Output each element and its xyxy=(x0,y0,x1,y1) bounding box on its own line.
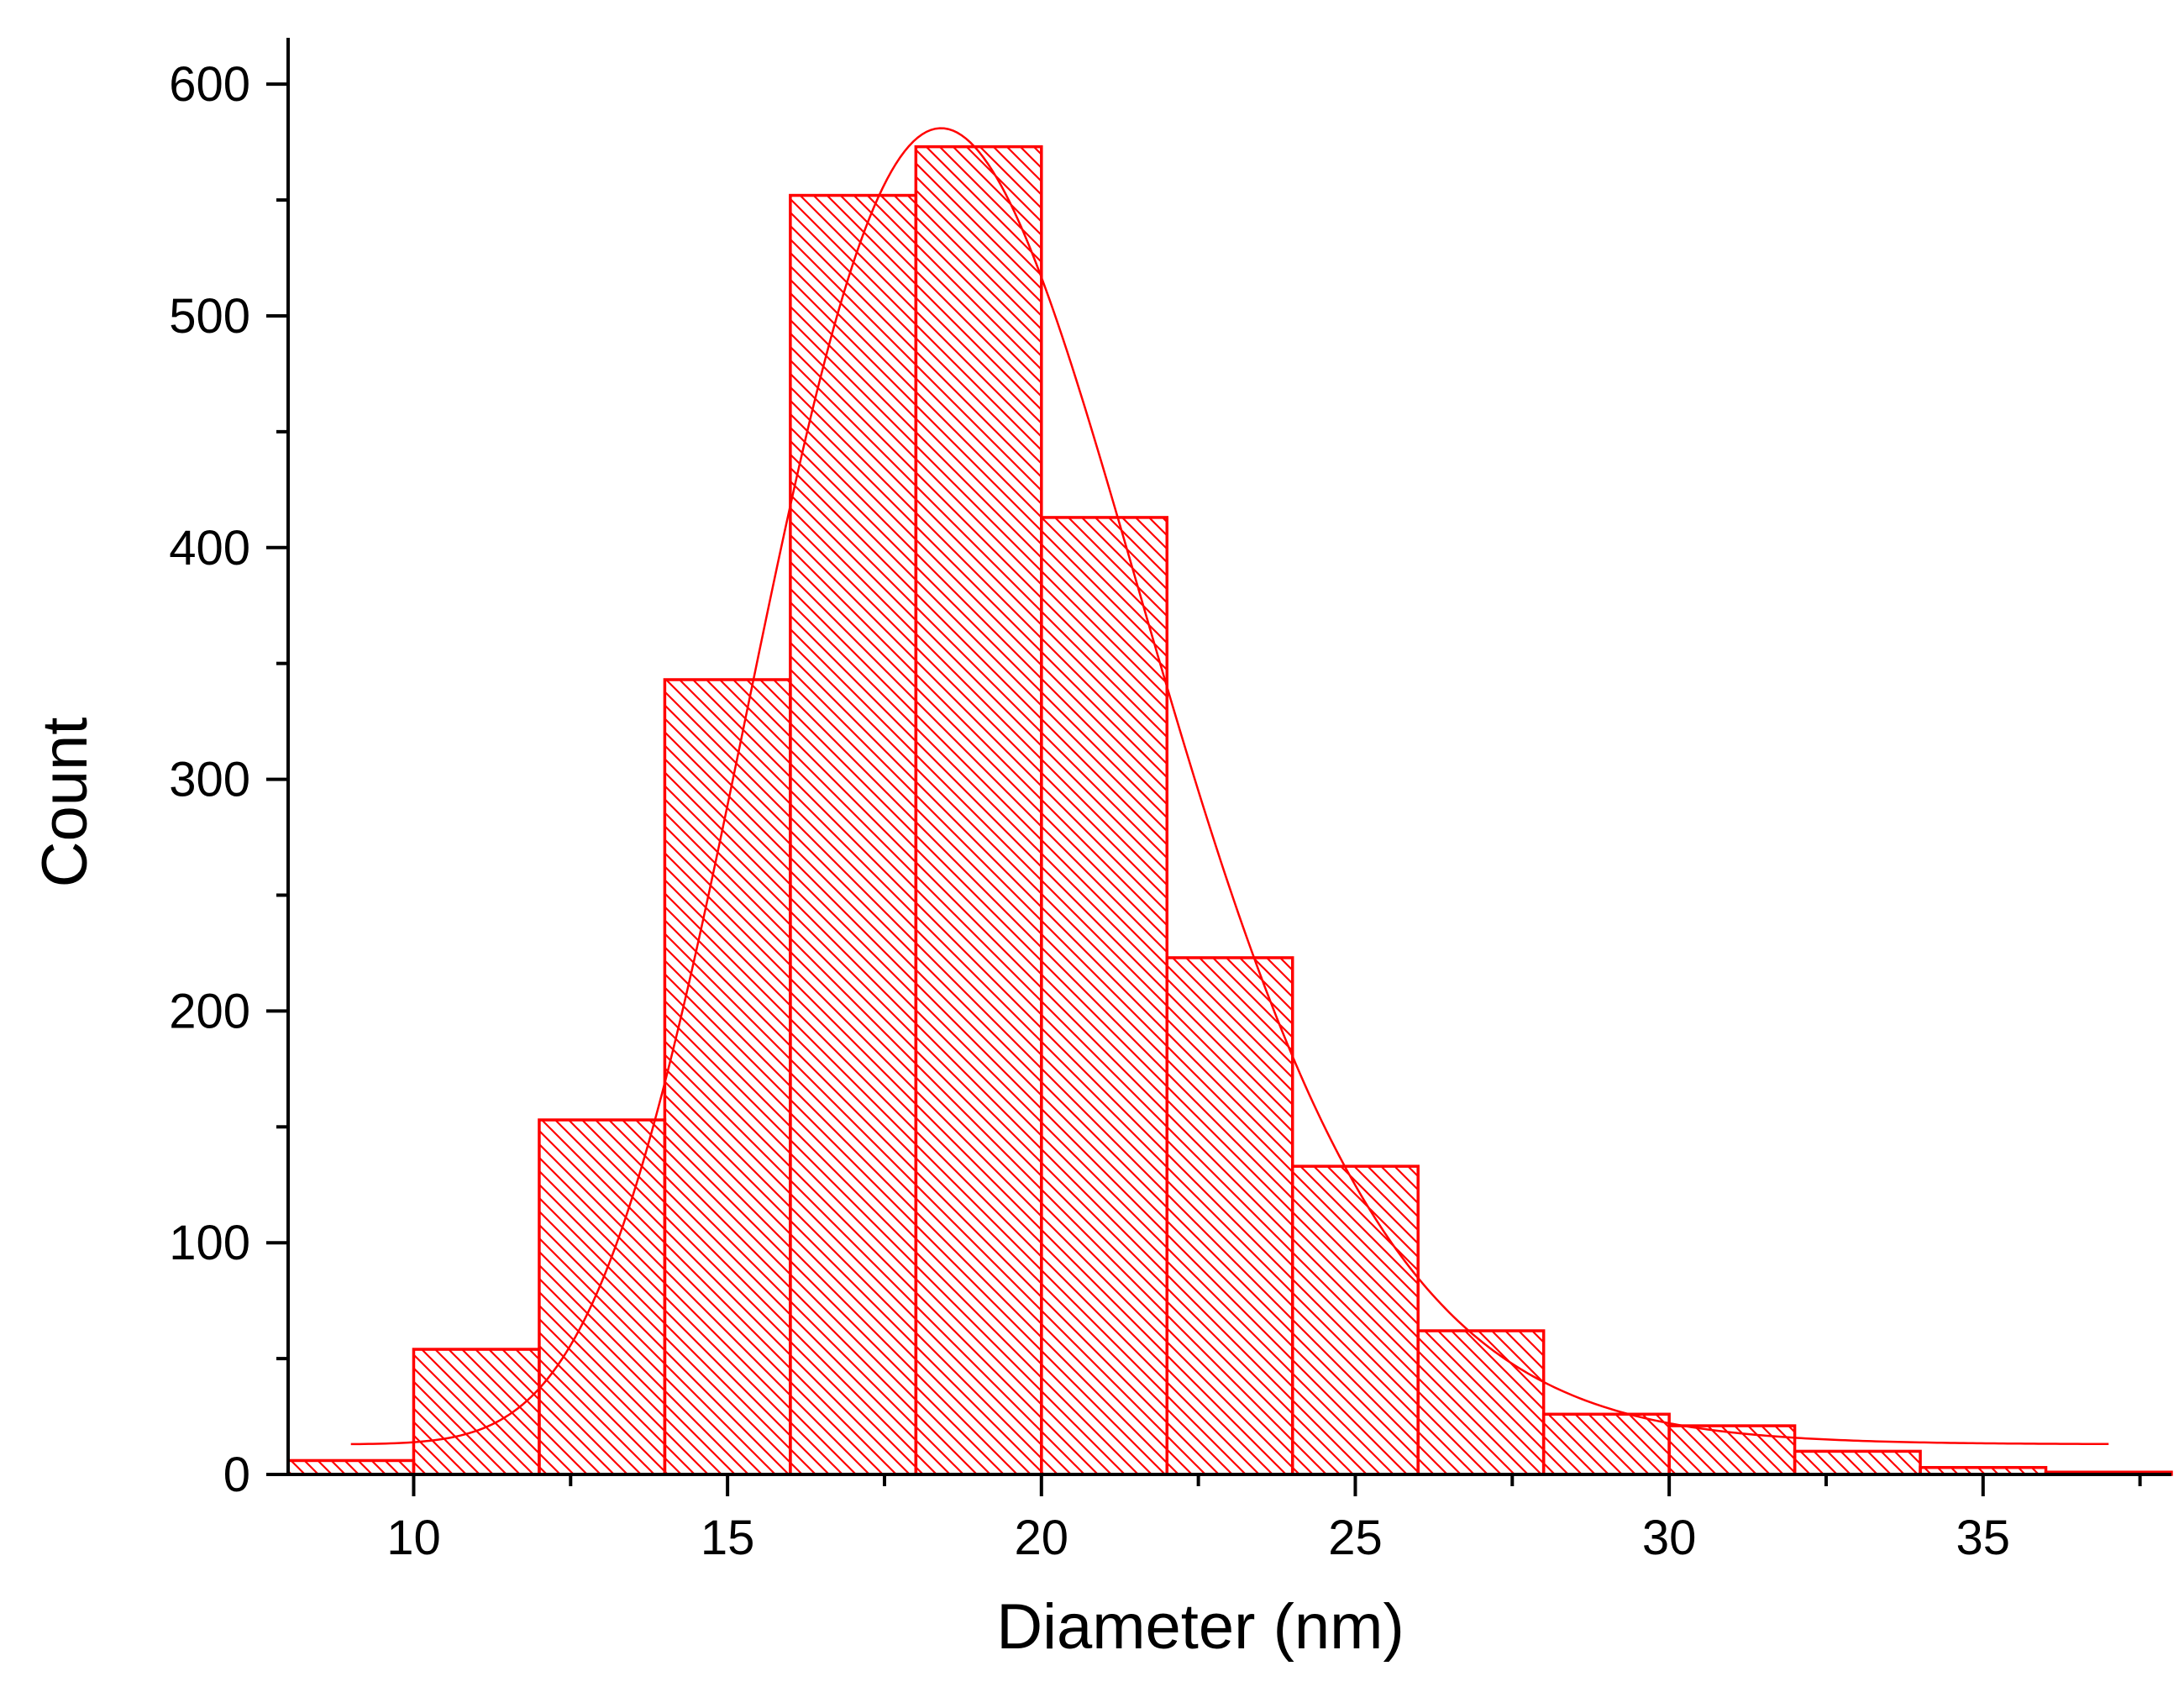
histogram-bar xyxy=(1541,1412,1671,1476)
y-axis-title: Count xyxy=(29,717,101,888)
labels-layer: Diameter (nm) Count 10 15 20 25 30 35 0 100 200 3… xyxy=(29,57,2010,1663)
x-tick-label: 25 xyxy=(1328,1511,1383,1565)
histogram-bar xyxy=(914,145,1043,1476)
histogram-bar xyxy=(663,678,792,1476)
histogram-bar xyxy=(412,1348,541,1476)
bars-layer xyxy=(286,145,2173,1476)
histogram-bar xyxy=(1793,1449,1922,1476)
y-tick-label: 200 xyxy=(169,984,250,1038)
histogram-bar xyxy=(789,193,918,1476)
x-tick-label: 20 xyxy=(1015,1511,1069,1565)
y-tick-label: 400 xyxy=(169,521,250,575)
histogram-bar xyxy=(538,1118,667,1476)
x-tick-label: 30 xyxy=(1642,1511,1697,1565)
histogram-bar xyxy=(1416,1329,1546,1476)
y-tick-label: 500 xyxy=(169,289,250,344)
y-tick-label: 100 xyxy=(169,1216,250,1270)
histogram-bar xyxy=(1290,1164,1420,1476)
fit-curve xyxy=(350,127,2109,1446)
histogram-bar xyxy=(1165,956,1294,1476)
y-tick-label: 600 xyxy=(169,57,250,112)
y-tick-label: 0 xyxy=(223,1448,250,1502)
histogram-bar xyxy=(1040,516,1169,1476)
x-tick-label: 10 xyxy=(386,1511,441,1565)
axes-layer xyxy=(266,38,2171,1496)
x-tick-label: 15 xyxy=(701,1511,755,1565)
x-axis-title: Diameter (nm) xyxy=(996,1591,1404,1663)
y-tick-label: 300 xyxy=(169,753,250,807)
histogram-bar xyxy=(286,1458,416,1476)
x-tick-label: 35 xyxy=(1956,1511,2011,1565)
fit-layer xyxy=(350,127,2109,1446)
